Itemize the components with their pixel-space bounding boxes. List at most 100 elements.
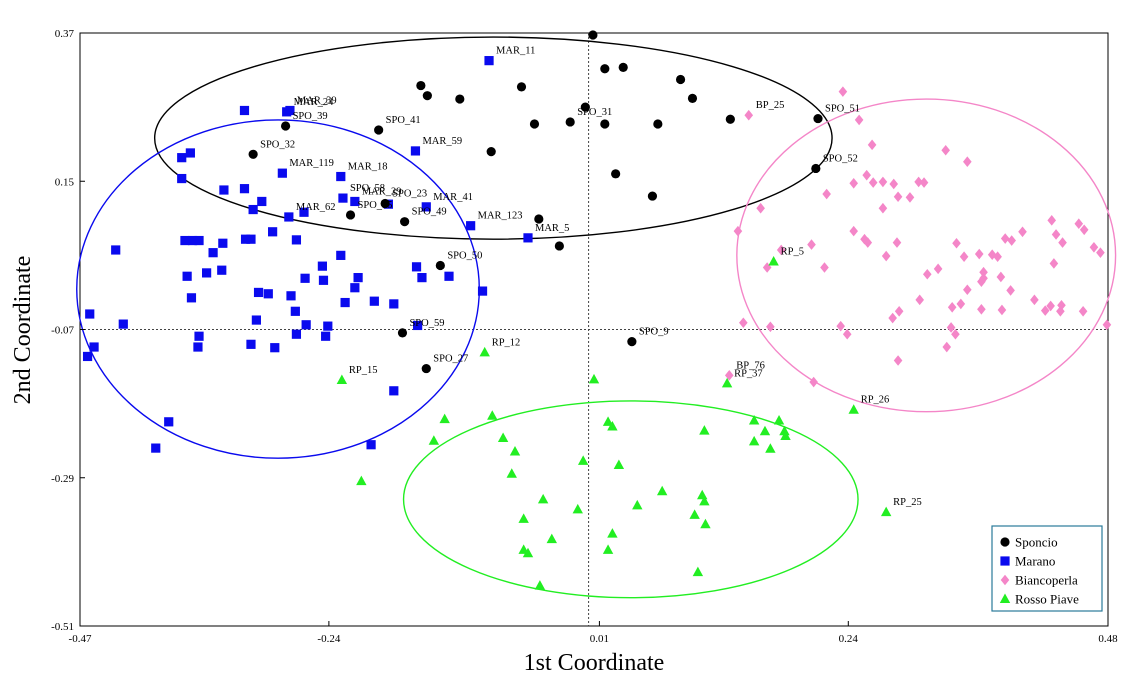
point-label: MAR_41	[433, 192, 473, 203]
sponcio-point	[422, 91, 432, 101]
marano-point	[194, 331, 204, 341]
biancoperla-point	[946, 322, 956, 333]
biancoperla-confidence-ellipse	[736, 98, 1117, 413]
point-label: SPO_39	[293, 111, 328, 122]
marano-point	[263, 289, 273, 299]
rosso-piave-point	[880, 506, 892, 517]
biancoperla-point	[809, 376, 818, 388]
sponcio-point	[647, 191, 658, 201]
point-label: MAR_39	[297, 95, 337, 106]
biancoperla-point	[914, 176, 923, 188]
marano-point	[301, 320, 311, 330]
marano-point	[466, 221, 476, 231]
marano-point	[193, 342, 203, 352]
biancoperla-point	[1051, 229, 1061, 240]
marano-point	[177, 173, 187, 184]
marano-point	[411, 262, 422, 272]
sponcio-point	[534, 214, 544, 224]
marano-point	[318, 275, 329, 285]
rosso-piave-point	[780, 430, 791, 440]
biancoperla-point	[1057, 299, 1066, 311]
biancoperla-point	[733, 225, 743, 237]
marano-point	[389, 299, 399, 309]
point-label: SPO_51	[825, 104, 860, 115]
biancoperla-point	[838, 86, 848, 97]
biancoperla-point	[997, 304, 1007, 316]
marano-point	[366, 440, 376, 450]
point-label: MAR_24	[294, 97, 334, 108]
legend-label-biancoperla: Biancoperla	[1015, 573, 1078, 588]
biancoperla-point	[894, 306, 904, 317]
sponcio-point	[486, 147, 496, 157]
rosso-piave-point	[572, 503, 583, 514]
point-label: SPO_35	[358, 200, 393, 211]
x-tick-label: 0.24	[839, 633, 859, 645]
sponcio-point	[687, 93, 698, 103]
marano-point	[186, 293, 197, 303]
biancoperla-point	[1040, 305, 1050, 316]
rosso-piave-point	[479, 346, 490, 357]
biancoperla-point	[842, 328, 852, 340]
marano-point	[277, 168, 287, 178]
biancoperla-point	[956, 298, 966, 310]
marano-point	[484, 56, 494, 66]
x-axis-title: 1st Coordinate	[524, 650, 665, 676]
point-label: SPO_23	[392, 188, 427, 199]
biancoperla-point	[1046, 300, 1055, 312]
marano-point	[246, 339, 256, 349]
rosso-piave-point	[497, 432, 509, 442]
point-label: RP_37	[734, 368, 763, 379]
rosso-piave-point	[773, 414, 785, 425]
marano-point	[208, 248, 218, 258]
rosso-piave-confidence-ellipse	[402, 400, 859, 599]
sponcio-point	[580, 102, 590, 112]
sponcio-point	[600, 119, 610, 129]
marano-point	[217, 265, 227, 275]
biancoperla-point	[963, 156, 972, 168]
marano-point	[299, 207, 309, 217]
point-label: MAR_5	[535, 223, 569, 234]
marano-point	[284, 212, 294, 222]
biancoperla-point	[893, 355, 903, 366]
sponcio-point	[813, 113, 823, 124]
marano-point	[421, 202, 431, 212]
biancoperla-point	[878, 202, 888, 214]
rosso-piave-point	[506, 468, 517, 478]
biancoperla-point	[849, 177, 859, 189]
biancoperla-point	[862, 169, 871, 181]
sponcio-confidence-ellipse	[153, 36, 833, 240]
marano-point	[336, 171, 346, 182]
marano-point	[219, 185, 229, 195]
marano-point	[417, 273, 427, 283]
marano-point	[270, 343, 280, 353]
y-tick-label: 0.15	[55, 176, 75, 188]
rosso-piave-point	[602, 544, 614, 554]
rosso-piave-point	[534, 580, 546, 590]
biancoperla-point	[888, 312, 897, 324]
marano-point	[248, 204, 258, 215]
rosso-piave-point	[748, 435, 760, 446]
biancoperla-point	[979, 266, 988, 278]
point-label: MAR_59	[422, 136, 462, 147]
marano-point	[340, 297, 350, 308]
biancoperla-point	[878, 176, 888, 188]
marano-point	[291, 235, 302, 245]
biancoperla-point	[889, 178, 899, 190]
point-label: MAR_62	[296, 202, 336, 213]
point-label: MAR_29	[362, 186, 402, 197]
marano-point	[246, 234, 256, 244]
rosso-piave-point	[700, 518, 711, 529]
biancoperla-point	[1079, 224, 1089, 236]
point-label: SPO_27	[433, 354, 468, 365]
point-label: RP_12	[492, 337, 521, 348]
marano-point	[82, 351, 93, 362]
marano-point	[290, 306, 300, 316]
biancoperla-point	[739, 317, 748, 329]
biancoperla-point	[1006, 285, 1015, 296]
rosso-piave-point	[699, 425, 710, 435]
rosso-piave-point	[439, 413, 450, 424]
point-label: SPO_59	[409, 318, 444, 329]
biancoperla-point	[987, 249, 997, 261]
rosso-piave-point	[692, 566, 704, 577]
biancoperla-point	[974, 248, 984, 260]
